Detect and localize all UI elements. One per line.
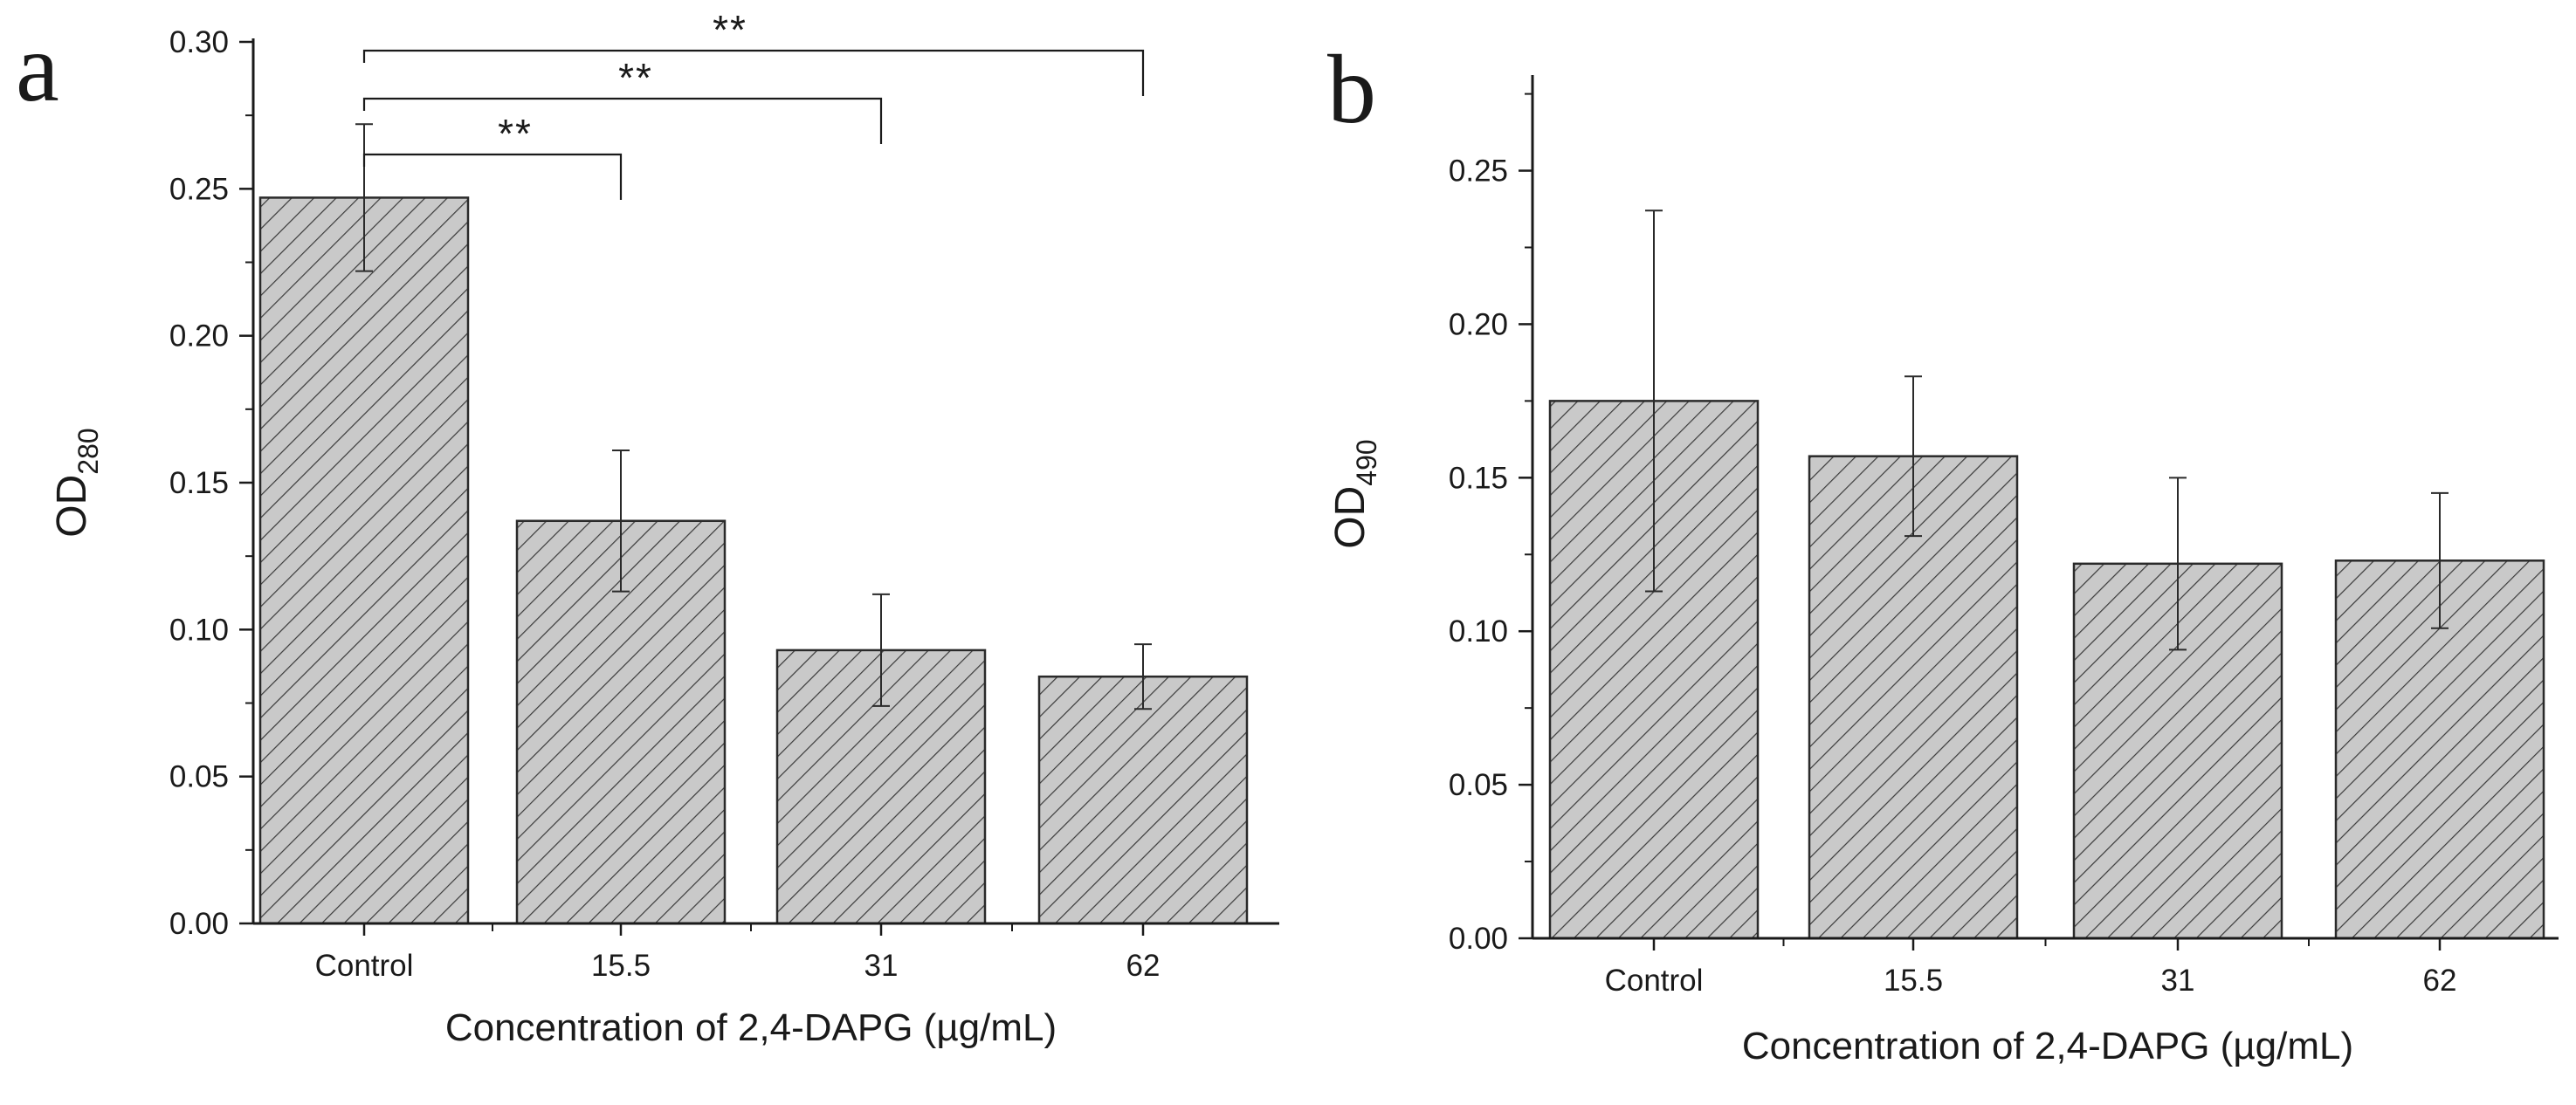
x-tick-label: 15.5 bbox=[1884, 964, 1943, 998]
y-tick-label: 0.15 bbox=[1449, 461, 1508, 495]
y-tick-label: 0.05 bbox=[169, 760, 229, 794]
y-tick-label: 0.10 bbox=[169, 613, 229, 647]
x-tick-label: 15.5 bbox=[591, 949, 651, 983]
panel-letter: a bbox=[16, 14, 59, 122]
significance-label: ** bbox=[498, 111, 533, 156]
y-axis-title-main: OD bbox=[49, 475, 95, 538]
x-tick-label: 31 bbox=[2161, 964, 2195, 998]
y-tick-label: 0.10 bbox=[1449, 614, 1508, 649]
x-tick-label: 62 bbox=[1126, 949, 1161, 983]
y-tick-label: 0.00 bbox=[169, 907, 229, 941]
panel-letter: b bbox=[1327, 36, 1376, 144]
x-axis-title: Concentration of 2,4-DAPG (µg/mL) bbox=[445, 1006, 1057, 1049]
bar-Control bbox=[258, 196, 470, 925]
significance-bracket bbox=[362, 49, 1145, 96]
y-axis-title-main: OD bbox=[1327, 486, 1374, 549]
x-tick-label: Control bbox=[315, 949, 414, 983]
x-tick-label: 62 bbox=[2423, 964, 2457, 998]
y-tick-label: 0.25 bbox=[1449, 154, 1508, 189]
significance-bracket bbox=[362, 153, 623, 200]
significance-label: ** bbox=[713, 7, 747, 52]
chart-panel-b: b 0.00 0.05 0.10 0.15 0.20 0.25 Control 15.5 31 62… bbox=[1327, 36, 2559, 1067]
x-axis-title: Concentration of 2,4-DAPG (µg/mL) bbox=[1742, 1025, 2353, 1067]
y-tick-label: 0.25 bbox=[169, 172, 229, 206]
y-tick-label: 0.30 bbox=[169, 25, 229, 59]
x-tick-label: Control bbox=[1605, 964, 1704, 998]
y-axis-title-subscript: 280 bbox=[72, 428, 104, 474]
significance-bracket bbox=[362, 97, 883, 144]
x-tick-label: 31 bbox=[864, 949, 899, 983]
significance-label: ** bbox=[618, 55, 653, 100]
chart-panel-a: a 0.00 0.05 0.10 0.15 0.20 0.25 0.30 Control 15.5… bbox=[16, 7, 1279, 1049]
y-tick-label: 0.20 bbox=[1449, 307, 1508, 341]
y-tick-label: 0.00 bbox=[1449, 922, 1508, 956]
y-axis-title-subscript: 490 bbox=[1351, 439, 1382, 485]
y-axis-title: OD490 bbox=[1327, 439, 1382, 548]
y-tick-label: 0.15 bbox=[169, 466, 229, 500]
bar-62 bbox=[1037, 675, 1249, 925]
y-tick-label: 0.05 bbox=[1449, 768, 1508, 802]
y-axis-title: OD280 bbox=[49, 428, 104, 537]
y-tick-label: 0.20 bbox=[169, 319, 229, 353]
